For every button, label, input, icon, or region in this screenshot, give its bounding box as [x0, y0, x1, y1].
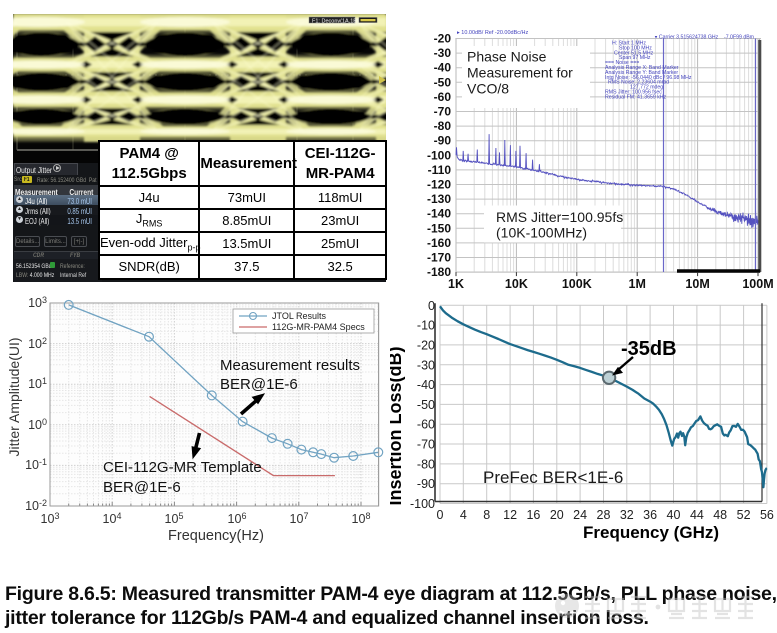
- svg-text:Frequency(Hz): Frequency(Hz): [168, 528, 264, 544]
- svg-text:-100: -100: [410, 497, 435, 511]
- svg-text:28: 28: [597, 508, 611, 522]
- svg-text:100K: 100K: [562, 277, 592, 291]
- svg-text:CEI-112G-MR Template: CEI-112G-MR Template: [103, 459, 262, 476]
- svg-text:-110: -110: [428, 163, 452, 177]
- svg-text:-20: -20: [434, 32, 452, 46]
- svg-text:32: 32: [620, 508, 634, 522]
- svg-text:36: 36: [643, 508, 657, 522]
- svg-text:-100: -100: [427, 148, 451, 162]
- svg-text:103: 103: [28, 295, 47, 310]
- svg-text:-90: -90: [417, 477, 435, 491]
- svg-text:104: 104: [103, 511, 122, 526]
- svg-text:10M: 10M: [685, 277, 709, 291]
- svg-text:Frequency (GHz): Frequency (GHz): [583, 523, 719, 542]
- svg-text:101: 101: [28, 376, 47, 391]
- svg-text:RMS Jitter: 100.956 fsec: RMS Jitter: 100.956 fsec: [605, 90, 662, 96]
- svg-text:-180: -180: [427, 265, 451, 279]
- svg-text:-60: -60: [434, 90, 452, 104]
- svg-text:100: 100: [28, 417, 47, 432]
- svg-text:102: 102: [28, 336, 47, 351]
- svg-text:-170: -170: [427, 251, 451, 265]
- svg-text:0: 0: [437, 508, 444, 522]
- svg-text:12: 12: [503, 508, 517, 522]
- svg-text:-30: -30: [417, 358, 435, 372]
- svg-text:20: 20: [550, 508, 564, 522]
- svg-text:-150: -150: [427, 221, 451, 235]
- svg-text:100M: 100M: [742, 277, 773, 291]
- svg-text:10-2: 10-2: [25, 498, 47, 513]
- svg-text:1M: 1M: [629, 277, 646, 291]
- svg-text:-20: -20: [417, 338, 435, 352]
- svg-text:10-1: 10-1: [25, 457, 47, 472]
- svg-text:112G-MR-PAM4 Specs: 112G-MR-PAM4 Specs: [272, 322, 365, 332]
- svg-text:Measurement for: Measurement for: [467, 65, 573, 81]
- svg-text:VCO/8: VCO/8: [467, 81, 509, 97]
- svg-text:▸ 10.00dB/ Ref -20.00dBc/Hz: ▸ 10.00dB/ Ref -20.00dBc/Hz: [457, 30, 528, 36]
- svg-text:Jitter Amplitude(UI): Jitter Amplitude(UI): [6, 337, 22, 456]
- svg-text:108: 108: [352, 511, 371, 526]
- svg-text:F1: Deconv(1A,1B): F1: Deconv(1A,1B): [312, 19, 359, 25]
- svg-text:8: 8: [483, 508, 490, 522]
- svg-text:RMS Jitter=100.95fs: RMS Jitter=100.95fs: [496, 209, 623, 225]
- svg-text:JTOL Results: JTOL Results: [272, 311, 327, 321]
- svg-text:Insertion Loss(dB): Insertion Loss(dB): [390, 346, 405, 505]
- svg-text:-10: -10: [417, 319, 435, 333]
- svg-text:Analysis Range X: Band Marker: Analysis Range X: Band Marker: [605, 65, 679, 71]
- svg-text:-40: -40: [434, 61, 452, 75]
- svg-text:PreFec BER<1E-6: PreFec BER<1E-6: [483, 468, 623, 487]
- svg-text:0: 0: [428, 299, 435, 313]
- svg-text:-80: -80: [434, 119, 452, 133]
- svg-text:Span 97 MHz: Span 97 MHz: [619, 55, 651, 61]
- svg-text:127.772 mdeg: 127.772 mdeg: [630, 85, 663, 91]
- svg-text:-30: -30: [434, 46, 452, 60]
- svg-text:H: Start 1 MHz: H: Start 1 MHz: [612, 41, 646, 47]
- svg-text:24: 24: [573, 508, 587, 522]
- svg-text:-35dB: -35dB: [621, 338, 677, 360]
- svg-text:-160: -160: [427, 236, 451, 250]
- svg-text:-90: -90: [434, 134, 452, 148]
- svg-text:105: 105: [165, 511, 184, 526]
- svg-text:-70: -70: [434, 105, 452, 119]
- svg-text:Analysis Range Y: Band Marker: Analysis Range Y: Band Marker: [605, 70, 678, 76]
- svg-text:▾ Carrier 3.515624738 GHz -: ▾ Carrier 3.515624738 GHz -7.0F99 dBm: [655, 35, 754, 41]
- svg-text:107: 107: [290, 511, 309, 526]
- svg-text:-50: -50: [434, 75, 452, 89]
- svg-text:Phase Noise: Phase Noise: [467, 49, 547, 65]
- svg-text:48: 48: [713, 508, 727, 522]
- svg-text:Stop 100 MHz: Stop 100 MHz: [619, 45, 652, 51]
- svg-text:52: 52: [737, 508, 751, 522]
- svg-text:-140: -140: [427, 207, 451, 221]
- svg-text:1K: 1K: [448, 277, 464, 291]
- svg-text:(10K-100MHz): (10K-100MHz): [496, 225, 587, 241]
- svg-text:BER@1E-6: BER@1E-6: [220, 376, 298, 393]
- svg-text:-130: -130: [427, 192, 451, 206]
- svg-text:40: 40: [667, 508, 681, 522]
- svg-text:44: 44: [690, 508, 704, 522]
- svg-text:Intg Noise: -56.0440 dBc / 96.: Intg Noise: -56.0440 dBc / 96.98 MHz: [605, 75, 692, 81]
- svg-text:Residual FM: 41.3659 kHz: Residual FM: 41.3659 kHz: [605, 94, 667, 100]
- svg-text:Measurement results: Measurement results: [220, 357, 360, 374]
- svg-text:-60: -60: [417, 418, 435, 432]
- svg-text:106: 106: [228, 511, 247, 526]
- svg-text:RMS Noise: 2.23604 mrad: RMS Noise: 2.23604 mrad: [608, 80, 669, 86]
- svg-text:10K: 10K: [505, 277, 528, 291]
- svg-text:-120: -120: [427, 178, 451, 192]
- svg-text:Center 51.5 MHz: Center 51.5 MHz: [614, 50, 654, 56]
- svg-text:16: 16: [526, 508, 540, 522]
- svg-text:-50: -50: [417, 398, 435, 412]
- svg-text:-40: -40: [417, 378, 435, 392]
- svg-text:BER@1E-6: BER@1E-6: [103, 479, 181, 496]
- svg-text:4: 4: [460, 508, 467, 522]
- svg-text:103: 103: [41, 511, 60, 526]
- svg-text:=== Noise ===: === Noise ===: [605, 60, 639, 66]
- svg-text:-80: -80: [417, 457, 435, 471]
- svg-text:-70: -70: [417, 438, 435, 452]
- svg-text:56: 56: [760, 508, 774, 522]
